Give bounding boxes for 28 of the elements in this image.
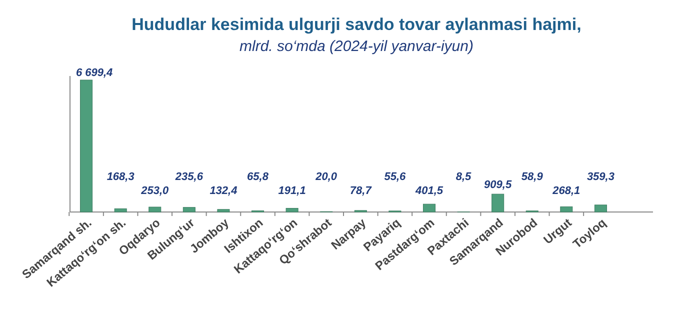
data-label: 359,3: [586, 171, 614, 183]
bar: [114, 208, 127, 212]
data-label: 191,1: [278, 185, 306, 197]
bar: [148, 206, 162, 212]
data-label: 168,3: [106, 171, 134, 183]
data-label: 132,4: [210, 185, 238, 197]
data-label: 268,1: [552, 185, 580, 197]
chart-subtitle: mlrd. so‘mda (2024-yil yanvar-iyun): [240, 38, 474, 55]
bar: [560, 206, 573, 212]
data-label: 55,6: [384, 171, 407, 183]
data-label: 235,6: [174, 171, 204, 183]
data-label: 253,0: [140, 185, 170, 197]
bar: [286, 208, 298, 212]
bar: [217, 209, 230, 212]
bar: [182, 207, 196, 212]
bar: [594, 204, 607, 212]
bar: [422, 204, 436, 212]
data-label: 58,9: [521, 171, 544, 183]
data-label: 78,7: [350, 185, 372, 197]
data-label: 20,0: [314, 171, 338, 183]
data-label: 65,8: [247, 171, 270, 183]
bar: [80, 80, 93, 212]
data-label: 8,5: [456, 171, 472, 183]
data-label: 909,5: [484, 179, 512, 192]
data-label: 401,5: [414, 185, 444, 197]
data-label: 6 699,4: [76, 67, 113, 79]
bar: [492, 194, 504, 212]
chart-title: Hududlar kesimida ulgurji savdo tovar aylanmasi hajmi,: [132, 15, 582, 34]
